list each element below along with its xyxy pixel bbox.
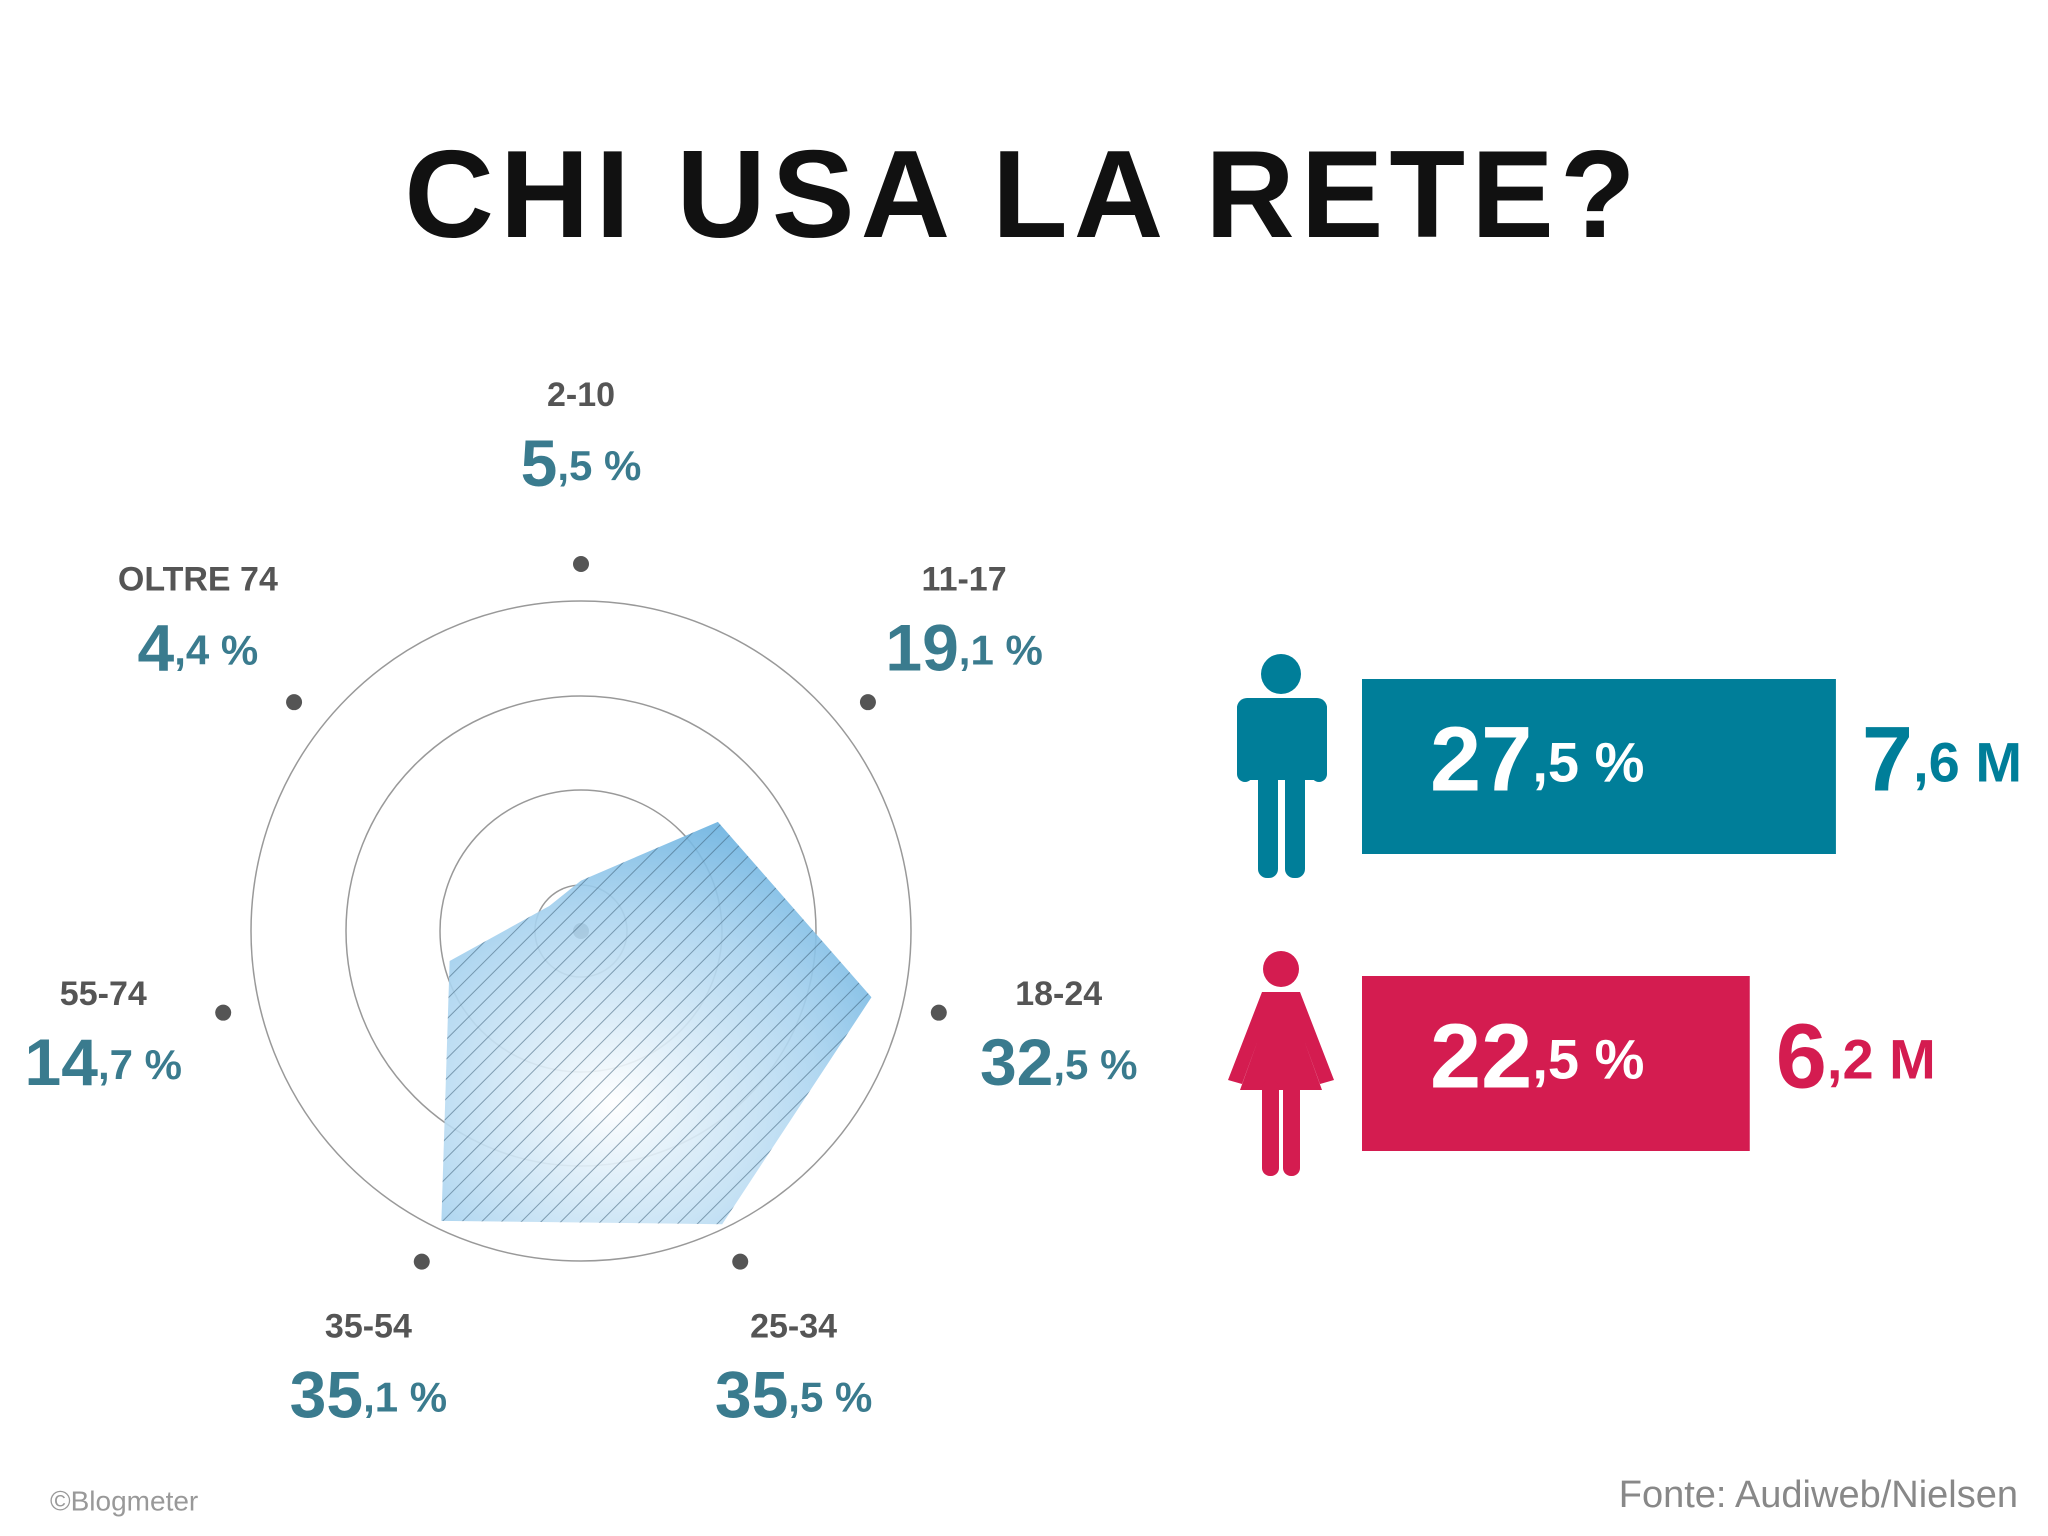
- bar: [1362, 976, 1750, 1151]
- bar-label: 27,5 %: [1430, 709, 1644, 811]
- total-label: 7,6 M: [1862, 709, 2022, 811]
- label-int: 5: [521, 426, 558, 500]
- value-label: 35,1 %: [290, 1358, 447, 1432]
- label-rest: ,6 M: [1913, 730, 2022, 793]
- category-label: 11-17: [922, 560, 1007, 598]
- axis-dot: [573, 556, 589, 572]
- value-label: 32,5 %: [980, 1025, 1137, 1099]
- axis-dot: [286, 694, 303, 711]
- label-rest: ,1 %: [363, 1374, 447, 1421]
- category-label: OLTRE 74: [118, 560, 278, 598]
- label-rest: ,5 %: [557, 442, 641, 489]
- category-label: 18-24: [1015, 975, 1102, 1013]
- female-icon: [1228, 951, 1334, 1176]
- label-int: 19: [885, 611, 958, 685]
- bar: [1362, 679, 1836, 854]
- label-int: 35: [715, 1358, 788, 1432]
- label-int: 32: [980, 1025, 1053, 1099]
- label-int: 22: [1430, 1006, 1532, 1108]
- label-int: 14: [25, 1025, 99, 1099]
- category-label: 2-10: [547, 376, 615, 414]
- page-title: CHI USA LA RETE?: [404, 126, 1641, 264]
- label-rest: ,5 %: [1532, 1027, 1644, 1090]
- source: Fonte: Audiweb/Nielsen: [1619, 1474, 2018, 1516]
- label-rest: ,2 M: [1827, 1027, 1936, 1090]
- bar-label: 22,5 %: [1430, 1006, 1644, 1108]
- category-label: 55-74: [60, 975, 147, 1013]
- label-rest: ,5 %: [1532, 730, 1644, 793]
- label-rest: ,5 %: [788, 1374, 872, 1421]
- axis-dot: [859, 694, 876, 711]
- label-rest: ,1 %: [959, 627, 1043, 674]
- category-label: 35-54: [325, 1307, 412, 1345]
- value-label: 5,5 %: [521, 426, 642, 500]
- label-rest: ,4 %: [174, 627, 258, 674]
- credit: ©Blogmeter: [50, 1485, 198, 1516]
- category-label: 25-34: [750, 1307, 837, 1345]
- label-int: 7: [1862, 709, 1913, 811]
- label-int: 6: [1776, 1006, 1827, 1108]
- label-int: 4: [138, 611, 175, 685]
- value-label: 14,7 %: [25, 1025, 182, 1099]
- label-rest: ,7 %: [98, 1041, 182, 1088]
- male-icon: [1237, 654, 1327, 878]
- radar-hatch: [441, 821, 872, 1225]
- ring: [250, 600, 912, 1262]
- value-label: 4,4 %: [138, 611, 259, 685]
- total-label: 6,2 M: [1776, 1006, 1936, 1108]
- label-int: 35: [290, 1358, 363, 1432]
- axis-dot: [413, 1253, 430, 1270]
- label-int: 27: [1430, 709, 1532, 811]
- axis-dot: [732, 1253, 749, 1270]
- axis-dot: [930, 1004, 947, 1021]
- label-rest: ,5 %: [1053, 1041, 1137, 1088]
- value-label: 19,1 %: [885, 611, 1042, 685]
- value-label: 35,5 %: [715, 1358, 872, 1432]
- axis-dot: [215, 1004, 232, 1021]
